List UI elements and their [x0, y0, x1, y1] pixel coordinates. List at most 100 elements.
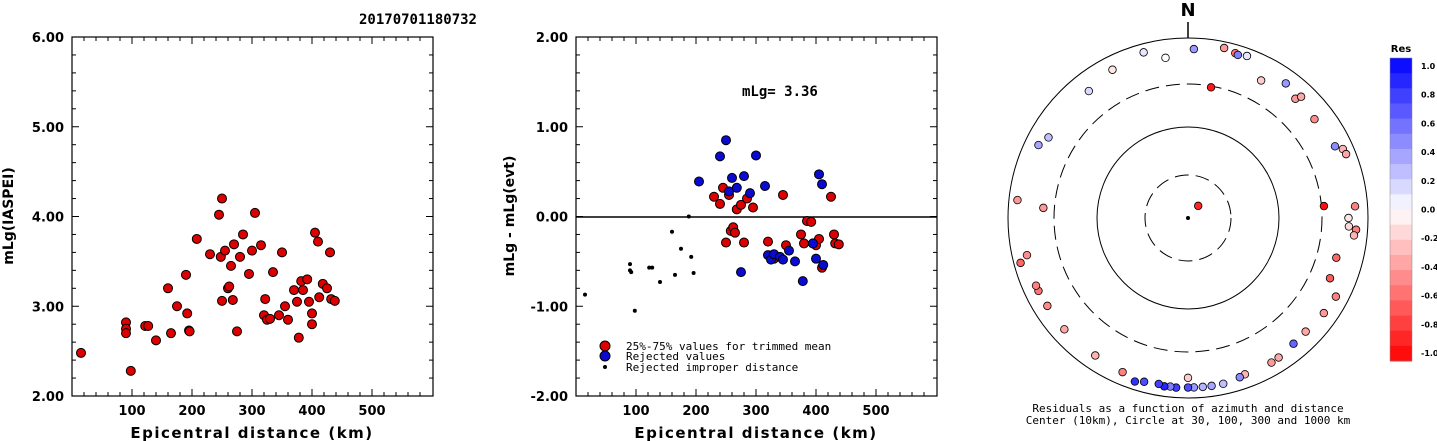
- polar-point: [1031, 281, 1041, 290]
- polar-point: [1091, 351, 1100, 360]
- x-tick-label: 200: [682, 404, 709, 419]
- left-x-ticks: 100 200 300 400 500: [83, 37, 421, 419]
- polar-point: [1331, 292, 1341, 301]
- polar-point: [1130, 377, 1140, 386]
- rejected-point: [715, 151, 725, 162]
- data-point: [182, 308, 193, 319]
- data-point: [220, 245, 230, 256]
- polar-point: [1108, 65, 1117, 74]
- polar-point: [1219, 379, 1228, 389]
- data-point: [274, 310, 284, 321]
- data-point: [310, 227, 320, 238]
- residual-colorbar: Res 1.0 0.8 0.6 0.4 0.2 0.0 -0.2 -0.4 -0.6 -0.8 -1…: [1389, 44, 1437, 362]
- trimmed-point: [721, 237, 731, 248]
- polar-point: [1016, 258, 1025, 268]
- colorbar-tick-label: -1.0: [1421, 349, 1437, 358]
- data-point: [307, 319, 317, 330]
- data-point: [250, 207, 260, 218]
- legend-marker-improper: [603, 365, 607, 369]
- polar-data-points: [1013, 43, 1361, 392]
- polar-point: [1189, 44, 1199, 54]
- data-point: [307, 308, 317, 319]
- improper-distance-point: [632, 308, 637, 313]
- data-point: [76, 347, 86, 358]
- data-point: [143, 320, 154, 331]
- data-point: [280, 301, 290, 312]
- polar-point: [1043, 301, 1052, 311]
- polar-point: [1289, 339, 1298, 348]
- colorbar-cell: [1390, 58, 1412, 74]
- mid-y-axis-label: mLg - mLg(evt): [502, 156, 518, 277]
- legend-marker-trimmed: [599, 340, 611, 352]
- improper-distance-point: [583, 292, 587, 297]
- mid-x-ticks: 100 200 300 400 500: [587, 37, 925, 419]
- data-point: [191, 233, 202, 244]
- data-point: [235, 251, 245, 262]
- x-tick-label: 300: [742, 404, 769, 419]
- azimuth-residual-plot: N Residuals as a function of azimuth and…: [1007, 0, 1369, 427]
- colorbar-cell: [1390, 209, 1412, 226]
- data-point: [232, 326, 242, 337]
- colorbar-tick-label: 0.6: [1421, 119, 1436, 128]
- y-tick-label: 6.00: [32, 31, 64, 46]
- polar-point: [1301, 327, 1310, 336]
- trimmed-point: [763, 236, 773, 247]
- colorbar-frame: [1389, 57, 1413, 362]
- polar-point: [1084, 86, 1094, 96]
- polar-point: [1219, 43, 1229, 53]
- colorbar-cell: [1390, 239, 1412, 256]
- y-tick-label: 2.00: [536, 31, 568, 46]
- rejected-point: [731, 182, 742, 193]
- x-tick-label: 500: [862, 404, 889, 419]
- polar-point: [1296, 92, 1306, 101]
- colorbar-tick-label: 0.4: [1421, 148, 1436, 157]
- data-point: [205, 249, 215, 260]
- polar-point: [1350, 202, 1360, 211]
- polar-point: [1344, 222, 1354, 231]
- data-point: [268, 267, 278, 278]
- trimmed-point: [739, 237, 749, 248]
- polar-point: [1139, 377, 1149, 386]
- data-point: [244, 268, 254, 279]
- rejected-point: [694, 176, 704, 187]
- data-point: [260, 294, 271, 305]
- polar-point: [1118, 367, 1127, 377]
- trimmed-point: [833, 239, 844, 250]
- polar-point: [1013, 195, 1022, 205]
- polar-point: [1161, 53, 1170, 63]
- colorbar-cell: [1390, 345, 1412, 362]
- data-point: [184, 326, 195, 337]
- improper-distance-point: [686, 214, 691, 219]
- colorbar-cell: [1390, 194, 1412, 210]
- data-point: [292, 296, 302, 307]
- polar-point: [1242, 51, 1252, 61]
- polar-point: [1206, 83, 1216, 92]
- y-tick-label: 2.00: [32, 390, 64, 405]
- y-tick-label: 5.00: [32, 121, 64, 136]
- colorbar-cell: [1390, 164, 1412, 180]
- data-point: [289, 285, 299, 296]
- y-tick-label: -2.00: [531, 390, 568, 405]
- data-point: [151, 335, 161, 346]
- data-point: [172, 301, 182, 312]
- improper-distance-point: [650, 265, 655, 270]
- legend: 25%-75% values for trimmed mean Rejected…: [599, 340, 831, 374]
- rejected-point: [721, 135, 731, 146]
- colorbar-cell: [1390, 315, 1412, 332]
- polar-point: [1060, 325, 1069, 334]
- data-point: [313, 236, 323, 247]
- colorbar-tick-label: 0.8: [1421, 91, 1436, 100]
- rejected-point: [727, 172, 737, 183]
- improper-distance-point: [691, 271, 696, 276]
- rejected-point: [784, 245, 794, 256]
- x-tick-label: 100: [622, 404, 649, 419]
- polar-point: [1183, 383, 1193, 392]
- legend-marker-rejected: [599, 350, 611, 362]
- colorbar-cell: [1390, 300, 1412, 317]
- legend-label-improper: Rejected improper distance: [626, 361, 798, 374]
- data-point: [277, 247, 287, 258]
- data-point: [227, 294, 238, 305]
- left-data-points: [76, 193, 340, 376]
- data-point: [166, 328, 176, 339]
